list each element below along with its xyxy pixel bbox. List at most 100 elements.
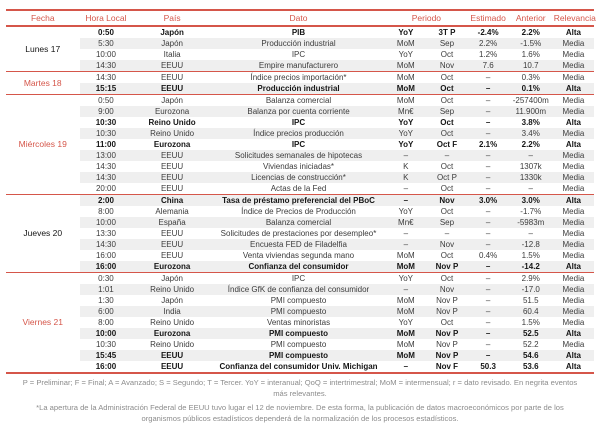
cell-period: Nov P bbox=[436, 307, 458, 316]
calendar-body: Lunes 17 0:50 Japón PIB YoY 3T P -2.4% 2.2% Alta… bbox=[6, 25, 594, 373]
cell-prev: -14.2 bbox=[521, 262, 540, 271]
cell-freq: MoM bbox=[396, 340, 415, 349]
cell-prev: 52.2 bbox=[522, 340, 539, 349]
cell-dato: Índice precios importación* bbox=[211, 71, 386, 83]
table-row: 14:30 EEUU Viviendas iniciadas* K Oct – 1307k M… bbox=[6, 161, 594, 172]
cell-est: – bbox=[485, 318, 491, 327]
cell-country: Eurozona bbox=[153, 262, 191, 271]
table-row: Jueves 20 2:00 China Tasa de préstamo prefe… bbox=[6, 194, 594, 273]
cell-prev: 3.8% bbox=[521, 118, 540, 127]
table-row: 10:00 España Balanza comercial Mn€ Sep – -5983… bbox=[6, 217, 594, 228]
cell-period: Nov P bbox=[436, 340, 458, 349]
table-row: Miércoles 19 0:50 Japón Balanza comercial Mo… bbox=[6, 94, 594, 195]
cell-prev: – bbox=[528, 229, 533, 238]
cell-rel: Media bbox=[562, 173, 585, 182]
cell-freq: MoM bbox=[396, 307, 415, 316]
cell-dato: Empire manufacturero bbox=[258, 61, 339, 70]
economic-calendar-table: Fecha Hora Local País Dato Periodo Estim… bbox=[6, 9, 596, 374]
cell-est: – bbox=[485, 262, 491, 271]
cell-est: – bbox=[485, 340, 491, 349]
cell-prev: 1.5% bbox=[521, 251, 540, 260]
cell-time: 14:30 bbox=[95, 240, 116, 249]
cell-prev: 53.6 bbox=[522, 362, 539, 371]
table-row: 15:15 EEUU Producción industrial MoM Oct – 0.1… bbox=[6, 83, 594, 95]
cell-period: Nov P bbox=[435, 262, 459, 271]
cell-prev: 2.2% bbox=[521, 140, 540, 149]
cell-time: 1:30 bbox=[98, 296, 114, 305]
cell-rel: Alta bbox=[565, 362, 581, 371]
cell-freq: YoY bbox=[398, 140, 414, 149]
cell-est: 2.1% bbox=[479, 140, 498, 149]
cell-est: – bbox=[485, 229, 491, 238]
cell-dato: PMI compuesto bbox=[268, 351, 329, 360]
cell-country: Japón bbox=[161, 39, 183, 48]
cell-rel: Media bbox=[552, 272, 594, 284]
table-row: Lunes 17 0:50 Japón PIB YoY 3T P -2.4% 2.2% Alta bbox=[6, 25, 594, 72]
cell-time: 10:30 bbox=[95, 118, 117, 127]
cell-freq: MoM bbox=[396, 61, 415, 70]
cell-est: – bbox=[485, 184, 491, 193]
cell-country: EEUU bbox=[160, 84, 184, 93]
cell-country: EEUU bbox=[132, 71, 212, 83]
cell-prev: 2.9% bbox=[508, 272, 553, 284]
cell-dato: IPC bbox=[291, 118, 306, 127]
cell-dato: Solicitudes de prestaciones por desemple… bbox=[220, 229, 377, 238]
cell-freq: YoY bbox=[398, 318, 413, 327]
cell-freq: – bbox=[403, 362, 409, 371]
cell-time: 1:01 bbox=[98, 285, 114, 294]
col-header-dato: Dato bbox=[211, 10, 386, 27]
cell-period: Oct bbox=[440, 184, 454, 193]
table-row: 1:01 Reino Unido Índice GfK de confianza d… bbox=[6, 284, 594, 295]
cell-est: – bbox=[467, 272, 509, 284]
cell-dato: Tasa de préstamo preferencial del PBoC bbox=[211, 194, 386, 206]
cell-period: Nov bbox=[439, 240, 455, 249]
cell-est: – bbox=[467, 71, 509, 83]
cell-rel: Alta bbox=[552, 194, 594, 206]
cell-rel: Media bbox=[562, 240, 585, 249]
cell-period: – bbox=[444, 229, 450, 238]
cell-country: Reino Unido bbox=[150, 129, 195, 138]
cell-prev: 1307k bbox=[519, 162, 542, 171]
cell-est: – bbox=[485, 118, 491, 127]
cell-est: – bbox=[485, 151, 491, 160]
cell-rel: Media bbox=[562, 151, 585, 160]
cell-freq: MoM bbox=[396, 329, 415, 338]
cell-est: 7.6 bbox=[482, 61, 494, 70]
cell-dato: PMI compuesto bbox=[270, 307, 327, 316]
table-row: 1:30 Japón PMI compuesto MoM Nov P – 51.5 Media bbox=[6, 295, 594, 306]
cell-dato: Balanza comercial bbox=[265, 218, 332, 227]
table-row: 13:30 EEUU Solicitudes de prestaciones por… bbox=[6, 228, 594, 239]
cell-prev: – bbox=[528, 184, 533, 193]
cell-prev: -5983m bbox=[517, 218, 545, 227]
table-row: 16:00 Eurozona Confianza del consumidor MoM… bbox=[6, 261, 594, 273]
cell-rel: Media bbox=[562, 229, 585, 238]
cell-rel: Media bbox=[552, 71, 594, 83]
cell-rel: Alta bbox=[565, 329, 581, 338]
col-header-relevancia: Relevancia bbox=[552, 10, 596, 27]
cell-prev: 2.2% bbox=[508, 25, 553, 38]
day-label: Jueves 20 bbox=[6, 194, 80, 273]
cell-freq: – bbox=[403, 229, 409, 238]
table-row: 15:45 EEUU PMI compuesto MoM Nov P – 54.6 Alta bbox=[6, 350, 594, 361]
cell-est: – bbox=[485, 84, 491, 93]
cell-time: 10:00 bbox=[95, 329, 117, 338]
cell-dato: PMI compuesto bbox=[270, 296, 327, 305]
cell-period: Nov P bbox=[435, 329, 459, 338]
cell-time: 5:30 bbox=[98, 39, 114, 48]
cell-freq: MoM bbox=[385, 71, 427, 83]
cell-time: 14:30 bbox=[95, 173, 116, 182]
cell-time: 8:00 bbox=[98, 318, 114, 327]
cell-dato: IPC bbox=[291, 140, 306, 149]
cell-country: Reino Unido bbox=[150, 340, 195, 349]
cell-country: Eurozona bbox=[154, 107, 190, 116]
cell-time: 16:00 bbox=[95, 251, 116, 260]
cell-country: EEUU bbox=[160, 351, 184, 360]
cell-dato: Confianza del consumidor Univ. Michigan bbox=[219, 362, 378, 371]
cell-period: Oct bbox=[440, 318, 454, 327]
cell-est: – bbox=[485, 173, 491, 182]
cell-dato: Ventas minoristas bbox=[266, 318, 331, 327]
cell-time: 14:30 bbox=[95, 162, 116, 171]
cell-est: 1.2% bbox=[479, 50, 498, 59]
cell-freq: MoM bbox=[396, 296, 415, 305]
